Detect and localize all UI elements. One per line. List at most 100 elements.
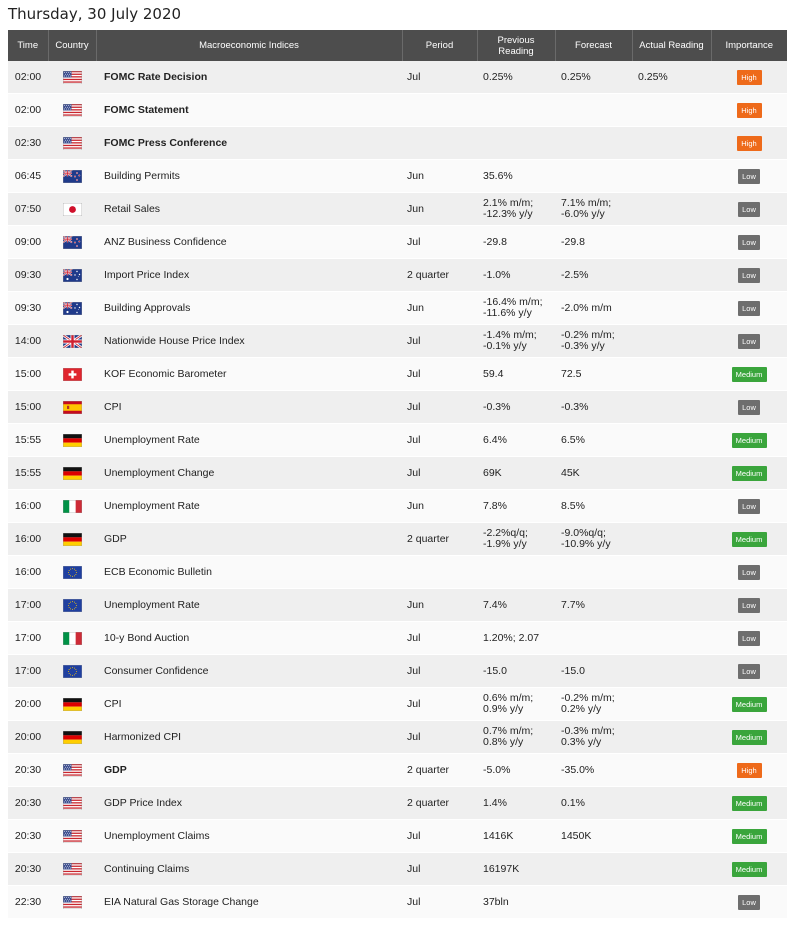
row-event-name[interactable]: Nationwide House Price Index: [96, 324, 402, 358]
row-period: Jun: [402, 489, 477, 523]
table-row[interactable]: 02:00 FOMC Statement High: [8, 93, 787, 127]
row-event-name[interactable]: GDP Price Index: [96, 786, 402, 820]
row-country: [48, 555, 96, 589]
row-actual-reading: [632, 357, 711, 391]
row-forecast: -29.8: [555, 225, 632, 259]
row-event-name[interactable]: Building Permits: [96, 159, 402, 193]
row-actual-reading: [632, 819, 711, 853]
table-row[interactable]: 16:00 GDP 2 quarter -2.2%q/q; -1.9% y/y -9.0%…: [8, 522, 787, 556]
row-event-name[interactable]: CPI: [96, 687, 402, 721]
row-actual-reading: [632, 621, 711, 655]
row-event-name[interactable]: FOMC Rate Decision: [96, 61, 402, 94]
table-row[interactable]: 22:30 EIA Natural Gas Storage Change Jul 37…: [8, 885, 787, 919]
table-row[interactable]: 15:00 KOF Economic Barometer Jul 59.4 72.5 Me…: [8, 357, 787, 391]
row-event-name[interactable]: Unemployment Rate: [96, 423, 402, 457]
row-event-name[interactable]: ECB Economic Bulletin: [96, 555, 402, 589]
row-previous-reading: 1416K: [477, 819, 555, 853]
row-period: Jul: [402, 852, 477, 886]
header-indices[interactable]: Macroeconomic Indices: [96, 30, 403, 61]
row-previous-reading: -15.0: [477, 654, 555, 688]
row-time: 16:00: [8, 489, 48, 523]
table-row[interactable]: 16:00 ECB Economic Bulletin Low: [8, 555, 787, 589]
row-time: 20:30: [8, 786, 48, 820]
row-event-name[interactable]: GDP: [96, 522, 402, 556]
header-actual[interactable]: Actual Reading: [632, 30, 712, 61]
row-event-name[interactable]: Continuing Claims: [96, 852, 402, 886]
table-row[interactable]: 20:00 CPI Jul 0.6% m/m; 0.9% y/y -0.2% m/m; 0.…: [8, 687, 787, 721]
header-previous[interactable]: Previous Reading: [477, 30, 556, 61]
importance-badge-low: Low: [738, 300, 760, 316]
row-country: [48, 258, 96, 292]
table-row[interactable]: 09:30 Building Approvals Jun -16.4% m/m; -11…: [8, 291, 787, 325]
importance-badge-low: Low: [738, 894, 760, 910]
row-period: Jul: [402, 456, 477, 490]
table-row[interactable]: 20:30 GDP Price Index 2 quarter 1.4% 0.1% Med…: [8, 786, 787, 820]
row-actual-reading: [632, 93, 711, 127]
header-country[interactable]: Country: [48, 30, 97, 61]
de-flag-icon: [62, 532, 82, 546]
importance-badge-low: Low: [738, 201, 760, 217]
table-row[interactable]: 15:55 Unemployment Rate Jul 6.4% 6.5% Medium: [8, 423, 787, 457]
row-forecast: -0.3%: [555, 390, 632, 424]
row-event-name[interactable]: Unemployment Rate: [96, 588, 402, 622]
row-time: 17:00: [8, 621, 48, 655]
row-actual-reading: [632, 753, 711, 787]
row-actual-reading: [632, 324, 711, 358]
table-row[interactable]: 14:00 Nationwide House Price Index Jul -1.4…: [8, 324, 787, 358]
row-event-name[interactable]: Unemployment Change: [96, 456, 402, 490]
row-event-name[interactable]: FOMC Press Conference: [96, 126, 402, 160]
row-event-name[interactable]: Unemployment Rate: [96, 489, 402, 523]
table-row[interactable]: 15:55 Unemployment Change Jul 69K 45K Medium: [8, 456, 787, 490]
row-event-name[interactable]: KOF Economic Barometer: [96, 357, 402, 391]
row-event-name[interactable]: FOMC Statement: [96, 93, 402, 127]
row-event-name[interactable]: Building Approvals: [96, 291, 402, 325]
table-row[interactable]: 02:30 FOMC Press Conference High: [8, 126, 787, 160]
row-time: 09:30: [8, 258, 48, 292]
table-row[interactable]: 07:50 Retail Sales Jun 2.1% m/m; -12.3% y/y 7…: [8, 192, 787, 226]
row-event-name[interactable]: ANZ Business Confidence: [96, 225, 402, 259]
importance-badge-low: Low: [738, 498, 760, 514]
table-row[interactable]: 20:00 Harmonized CPI Jul 0.7% m/m; 0.8% y/y -…: [8, 720, 787, 754]
header-forecast[interactable]: Forecast: [555, 30, 633, 61]
header-period[interactable]: Period: [402, 30, 478, 61]
table-row[interactable]: 17:00 Unemployment Rate Jun 7.4% 7.7% Low: [8, 588, 787, 622]
table-row[interactable]: 15:00 CPI Jul -0.3% -0.3% Low: [8, 390, 787, 424]
table-row[interactable]: 09:00 ANZ Business Confidence Jul -29.8 -29.…: [8, 225, 787, 259]
table-row[interactable]: 09:30 Import Price Index 2 quarter -1.0% -2.…: [8, 258, 787, 292]
row-event-name[interactable]: GDP: [96, 753, 402, 787]
table-row[interactable]: 16:00 Unemployment Rate Jun 7.8% 8.5% Low: [8, 489, 787, 523]
table-row[interactable]: 17:00 Consumer Confidence Jul -15.0 -15.0 Low: [8, 654, 787, 688]
table-row[interactable]: 06:45 Building Permits Jun 35.6% Low: [8, 159, 787, 193]
jp-flag-icon: [62, 202, 82, 216]
table-row[interactable]: 20:30 Unemployment Claims Jul 1416K 1450K Med…: [8, 819, 787, 853]
row-event-name[interactable]: Retail Sales: [96, 192, 402, 226]
row-time: 02:30: [8, 126, 48, 160]
table-row[interactable]: 20:30 GDP 2 quarter -5.0% -35.0% High: [8, 753, 787, 787]
row-event-name[interactable]: CPI: [96, 390, 402, 424]
row-event-name[interactable]: Consumer Confidence: [96, 654, 402, 688]
row-importance: Low: [711, 192, 787, 226]
row-event-name[interactable]: Harmonized CPI: [96, 720, 402, 754]
row-importance: Medium: [711, 522, 787, 556]
table-row[interactable]: 02:00 FOMC Rate Decision Jul 0.25% 0.25% 0.25…: [8, 61, 787, 94]
row-event-name[interactable]: Import Price Index: [96, 258, 402, 292]
row-importance: Low: [711, 225, 787, 259]
row-event-name[interactable]: EIA Natural Gas Storage Change: [96, 885, 402, 919]
table-row[interactable]: 17:00 10-y Bond Auction Jul 1.20%; 2.07 Low: [8, 621, 787, 655]
row-forecast: -35.0%: [555, 753, 632, 787]
nz-flag-icon: [62, 169, 82, 183]
row-period: Jul: [402, 61, 477, 94]
importance-badge-high: High: [736, 762, 762, 778]
row-country: [48, 621, 96, 655]
row-event-name[interactable]: Unemployment Claims: [96, 819, 402, 853]
table-row[interactable]: 20:30 Continuing Claims Jul 16197K Medium: [8, 852, 787, 886]
row-time: 16:00: [8, 555, 48, 589]
row-time: 17:00: [8, 588, 48, 622]
row-country: [48, 588, 96, 622]
header-importance[interactable]: Importance: [711, 30, 787, 61]
importance-badge-low: Low: [738, 333, 760, 349]
row-event-name[interactable]: 10-y Bond Auction: [96, 621, 402, 655]
row-time: 20:30: [8, 852, 48, 886]
header-time[interactable]: Time: [8, 30, 49, 61]
row-period: Jul: [402, 390, 477, 424]
